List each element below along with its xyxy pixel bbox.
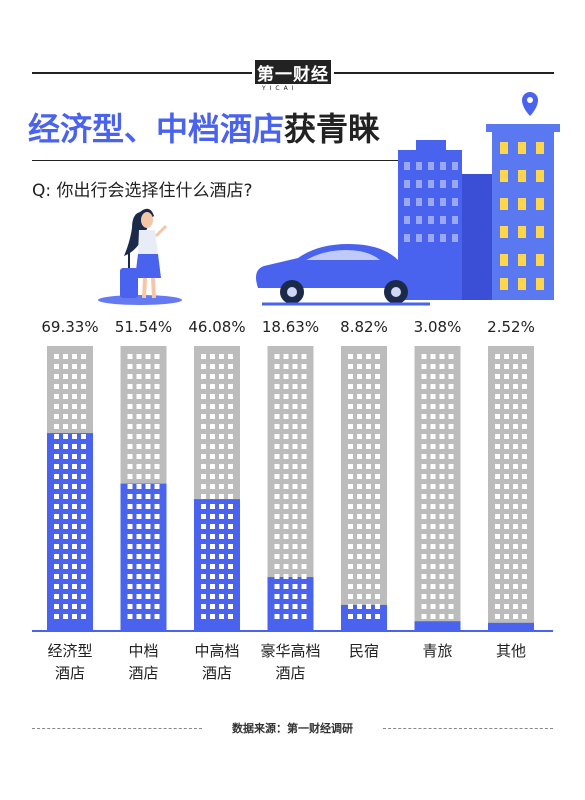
car-body <box>256 244 421 288</box>
category-label: 豪华高档 <box>260 642 320 660</box>
category-label: 酒店 <box>55 664 85 682</box>
category-label: 青旅 <box>422 642 452 660</box>
suitcase-body <box>120 268 138 298</box>
bar-value <box>120 483 167 630</box>
header-rule-right <box>334 72 554 74</box>
traveler-leg-right <box>151 277 156 299</box>
location-pin-icon <box>522 92 538 116</box>
buildings-illustration <box>398 92 560 300</box>
building-right <box>492 128 554 300</box>
page-title-highlight: 经济型、中档酒店 <box>28 110 285 148</box>
traveler-illustration <box>98 208 182 305</box>
traveler-head <box>141 212 153 228</box>
bar-windows <box>127 354 160 619</box>
bar-background <box>414 346 461 630</box>
illustration <box>98 92 560 306</box>
traveler-top <box>138 230 158 254</box>
bar-value <box>414 621 461 630</box>
traveler-skirt <box>135 254 161 278</box>
bar-value <box>267 577 314 630</box>
bar-windows <box>54 354 86 619</box>
source-label: 数据来源：第一财经调研 <box>232 722 353 735</box>
brand-logo-text: 第一财经 <box>257 64 329 85</box>
bar-value <box>341 604 387 630</box>
car-window <box>306 250 380 260</box>
title-underline <box>32 160 442 161</box>
data-label: 46.08% <box>188 318 245 336</box>
page-title: 经济型、中档酒店获青睐 <box>28 104 380 150</box>
data-label: 18.63% <box>262 318 319 336</box>
building-right-top <box>486 124 560 132</box>
category-label: 中档 <box>128 642 158 660</box>
category-label: 酒店 <box>128 664 158 682</box>
building-middle <box>462 174 492 300</box>
category-label: 民宿 <box>349 642 379 660</box>
header-rule-left <box>32 72 252 74</box>
footer-rule-left <box>32 728 202 729</box>
brand-logo-subtext: YICAI <box>262 85 298 92</box>
page-title-rest: 获青睐 <box>284 110 381 148</box>
bar-windows <box>495 354 527 619</box>
bar-background <box>488 346 534 630</box>
survey-question: Q: 你出行会选择住什么酒店? <box>32 181 253 201</box>
traveler-leg-left <box>142 277 147 299</box>
category-label: 酒店 <box>275 664 305 682</box>
building-left-windows <box>404 162 458 242</box>
car-illustration <box>256 244 430 306</box>
traveler-arm <box>154 224 168 238</box>
bar-value <box>488 622 534 630</box>
bar-background <box>341 346 387 630</box>
footer-rule-right <box>383 728 553 729</box>
bar-value <box>194 499 240 630</box>
bar-windows <box>201 354 233 619</box>
data-label: 51.54% <box>115 318 172 336</box>
brand-logo: 第一财经 <box>255 60 331 85</box>
data-label: 69.33% <box>41 318 98 336</box>
bar-windows <box>348 354 380 619</box>
bar-windows <box>421 354 454 619</box>
bar-windows <box>274 354 307 619</box>
bar-value <box>47 433 93 630</box>
building-left-top <box>416 140 446 152</box>
category-label: 酒店 <box>202 664 232 682</box>
category-label: 其他 <box>496 642 526 660</box>
data-label: 3.08% <box>414 318 462 336</box>
category-label: 中高档 <box>194 642 239 660</box>
traveler-shadow <box>98 295 182 305</box>
data-label: 8.82% <box>340 318 388 336</box>
data-label: 2.52% <box>487 318 535 336</box>
category-label: 经济型 <box>47 642 92 660</box>
building-right-windows <box>500 142 544 290</box>
